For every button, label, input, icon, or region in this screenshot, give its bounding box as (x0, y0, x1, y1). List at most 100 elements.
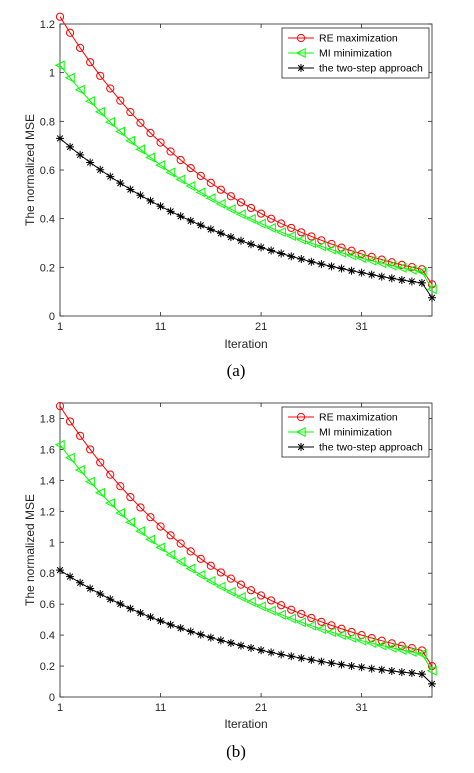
data-point (236, 641, 245, 650)
data-point (236, 198, 246, 207)
data-point (115, 508, 126, 519)
data-point (126, 604, 135, 613)
data-point (277, 650, 286, 659)
data-point (135, 526, 146, 537)
data-point (115, 126, 126, 137)
data-point (416, 266, 427, 277)
data-point (226, 638, 235, 647)
y-tick-label: 0.4 (40, 214, 55, 226)
data-point (185, 563, 196, 574)
data-point (86, 584, 95, 593)
data-point (54, 439, 65, 450)
data-point (256, 209, 266, 218)
data-point (317, 617, 326, 626)
y-tick-label: 0.8 (40, 568, 55, 580)
data-point (316, 624, 327, 635)
data-point (126, 492, 135, 502)
data-point (225, 204, 236, 215)
data-point (125, 517, 136, 528)
x-tick-label: 11 (155, 321, 166, 333)
y-tick-label: 0.6 (40, 599, 55, 611)
data-point (166, 620, 175, 629)
data-point (216, 185, 225, 194)
data-point (337, 264, 346, 273)
data-point (387, 274, 396, 283)
data-point (327, 621, 336, 630)
data-point (297, 228, 306, 237)
data-point (236, 580, 246, 589)
data-point (55, 12, 65, 21)
data-point (287, 252, 296, 261)
data-point (156, 617, 165, 626)
data-point (166, 207, 175, 216)
data-point (156, 202, 165, 211)
legend-label: MI minimization (319, 427, 392, 439)
data-point (54, 60, 65, 71)
legend-marker (297, 64, 305, 72)
data-point (176, 155, 185, 165)
data-point (196, 630, 205, 639)
data-point (195, 569, 206, 580)
data-point (84, 476, 95, 487)
x-axis-label: Iteration (224, 337, 267, 351)
x-tick-label: 11 (155, 702, 166, 714)
data-point (66, 142, 75, 151)
data-point (386, 260, 397, 271)
data-point (235, 209, 246, 220)
data-point (145, 534, 156, 545)
data-point (176, 624, 185, 633)
y-tick-label: 1 (49, 68, 55, 80)
data-point (307, 257, 316, 266)
data-point (96, 458, 105, 467)
data-point (126, 185, 135, 194)
data-point (285, 613, 296, 624)
data-point (277, 219, 286, 228)
data-point (196, 554, 205, 563)
data-point (146, 513, 155, 522)
legend-label: MI minimization (319, 48, 392, 60)
data-point (255, 601, 266, 612)
data-point (74, 84, 85, 95)
data-point (417, 278, 426, 287)
data-point (186, 547, 195, 556)
data-point (287, 223, 296, 233)
panel-caption: (a) (227, 361, 246, 380)
data-point (56, 134, 64, 143)
data-point (136, 503, 145, 512)
data-point (367, 270, 376, 279)
y-tick-label: 0.8 (40, 116, 55, 128)
data-point (287, 605, 296, 614)
data-point (64, 452, 75, 463)
data-point (367, 633, 376, 643)
x-tick-label: 31 (355, 702, 367, 714)
data-point (186, 627, 195, 636)
data-point (337, 624, 346, 633)
panel-caption: (b) (226, 742, 246, 761)
data-point (297, 255, 306, 264)
x-tick-label: 31 (355, 321, 367, 333)
data-point (56, 566, 64, 575)
data-point (336, 247, 347, 258)
data-point (136, 118, 145, 127)
data-point (406, 646, 417, 657)
data-point (387, 667, 396, 676)
data-point (165, 167, 176, 178)
x-tick-label: 21 (255, 702, 267, 714)
data-point (96, 165, 105, 174)
data-point (397, 260, 406, 269)
data-point (357, 663, 366, 672)
series-line (59, 444, 433, 671)
data-point (76, 578, 85, 587)
data-point (235, 592, 246, 603)
data-point (367, 664, 376, 673)
legend: RE maximization MI minimization the two-st… (281, 406, 430, 458)
data-point (386, 642, 397, 653)
data-point (226, 233, 235, 242)
y-tick-label: 1.2 (40, 19, 55, 31)
data-point (346, 250, 357, 261)
data-point (135, 144, 146, 155)
data-point (176, 212, 185, 221)
data-point (66, 572, 75, 581)
y-tick-label: 0.6 (40, 165, 55, 177)
data-point (65, 28, 75, 37)
